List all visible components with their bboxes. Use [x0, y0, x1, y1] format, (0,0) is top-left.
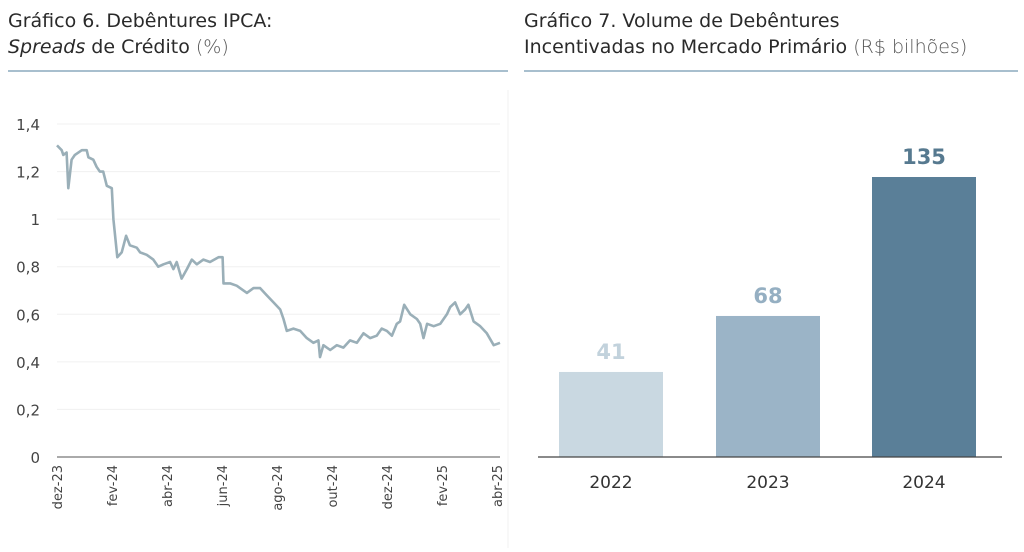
- x-tick-label: out-24: [326, 465, 341, 508]
- y-tick-label: 0,8: [16, 259, 40, 277]
- y-tick-label: 1,4: [16, 116, 40, 134]
- chart7-title-line1: Gráfico 7. Volume de Debêntures: [524, 10, 840, 32]
- chart7-title-rule: [524, 70, 1018, 72]
- bar-2023: [716, 315, 820, 457]
- chart6-title: Gráfico 6. Debêntures IPCA: Spreads de C…: [8, 8, 272, 60]
- x-tick-label: fev-25: [436, 465, 451, 506]
- x-category-label: 2024: [902, 473, 945, 493]
- bar-value-label: 68: [753, 284, 782, 308]
- x-tick-label: dez-23: [51, 465, 66, 509]
- y-tick-label: 1,2: [16, 164, 40, 182]
- y-tick-label: 0: [30, 449, 40, 467]
- chart7-title: Gráfico 7. Volume de Debêntures Incentiv…: [524, 8, 967, 60]
- chart6-title-rest: de Crédito: [85, 36, 196, 58]
- chart6-title-em: Spreads: [8, 36, 86, 58]
- y-tick-label: 0,4: [16, 354, 40, 372]
- x-tick-label: abr-25: [491, 465, 506, 507]
- chart7-title-line2: Incentivadas no Mercado Primário: [524, 36, 854, 58]
- y-tick-label: 0,6: [16, 306, 40, 324]
- chart6-title-line1: Gráfico 6. Debêntures IPCA:: [8, 10, 273, 32]
- x-tick-label: jun-24: [216, 465, 231, 507]
- x-tick-label: dez-24: [381, 465, 396, 509]
- x-category-label: 2022: [589, 473, 632, 493]
- y-tick-label: 0,2: [16, 401, 40, 419]
- bar-2022: [559, 371, 663, 457]
- x-tick-label: ago-24: [271, 465, 286, 511]
- chart6-title-unit: (%): [195, 36, 229, 58]
- chart6-title-rule: [8, 70, 508, 72]
- spread-line: [56, 144, 501, 359]
- bar-value-label: 135: [902, 145, 946, 169]
- chart7-title-unit: (R$ bilhões): [853, 36, 968, 58]
- bar-value-label: 41: [596, 340, 625, 364]
- y-tick-label: 1: [30, 211, 40, 229]
- x-tick-label: abr-24: [161, 465, 176, 507]
- x-tick-label: fev-24: [106, 465, 121, 506]
- x-category-label: 2023: [746, 473, 789, 493]
- bar-2024: [872, 177, 976, 457]
